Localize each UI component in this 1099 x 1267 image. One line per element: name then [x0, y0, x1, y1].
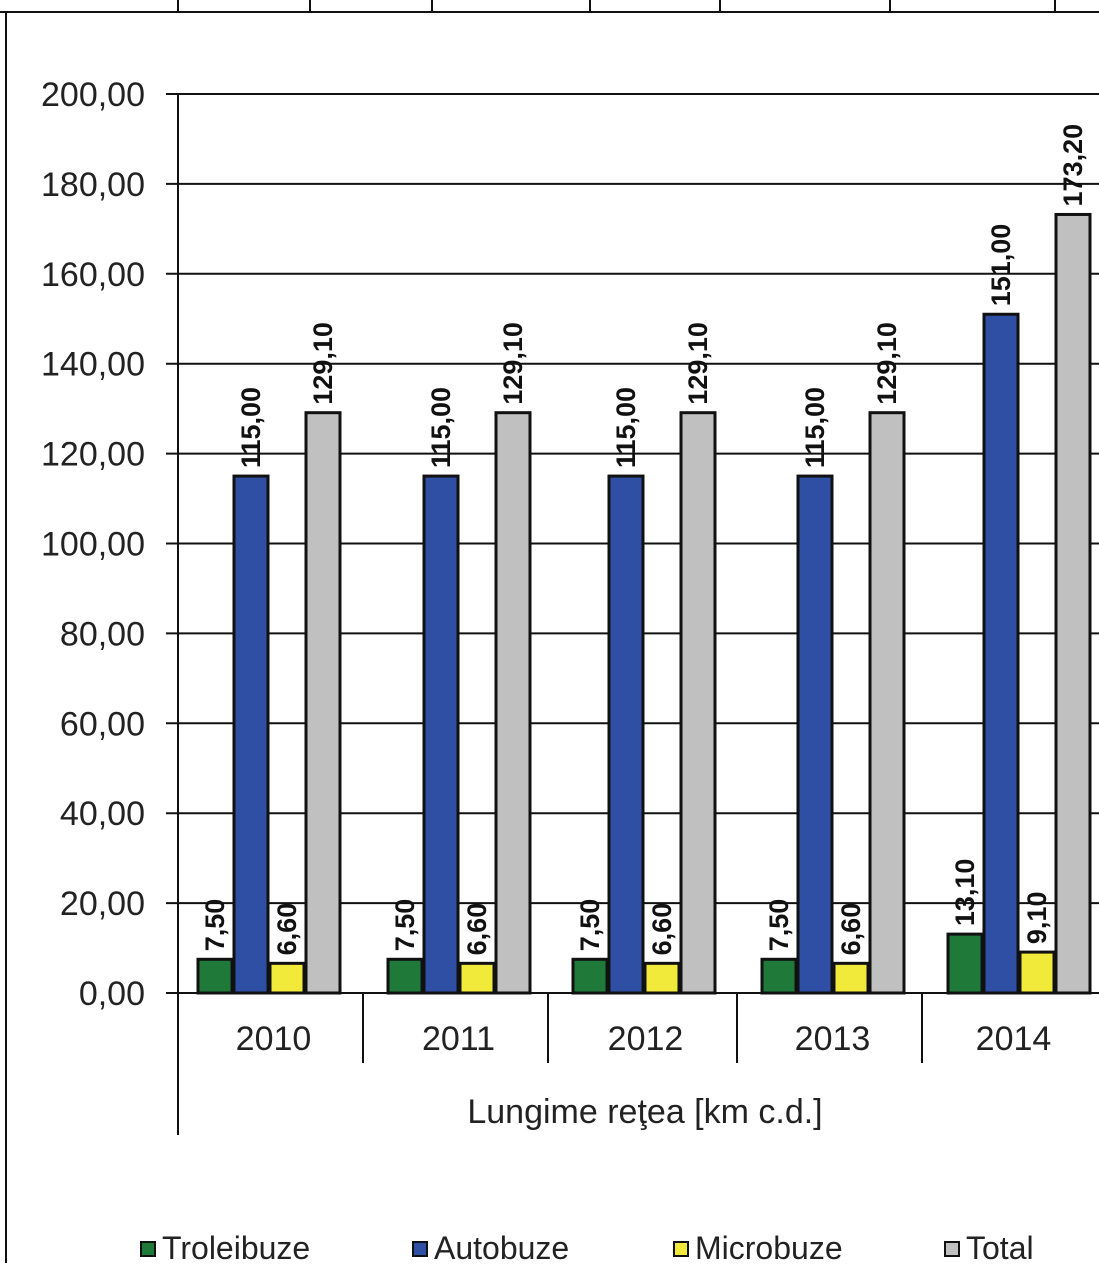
bar-autobuze-2012: [607, 474, 645, 995]
bars: [196, 212, 1092, 995]
x-tick-label: 2011: [422, 1020, 495, 1058]
data-label: 129,10: [498, 322, 528, 405]
legend-swatch: [673, 1240, 689, 1257]
legend-label: Autobuze: [434, 1230, 570, 1266]
bar-troleibuze-2014: [946, 932, 984, 995]
y-tick-label: 140,00: [41, 346, 145, 384]
bar-troleibuze-2011: [386, 957, 424, 995]
data-label: 9,10: [1022, 892, 1052, 945]
bar-total-2010: [304, 411, 342, 995]
bar-troleibuze-2013: [760, 957, 798, 995]
y-tick-label: 80,00: [60, 615, 145, 653]
bar-total-2011: [494, 411, 532, 995]
legend-swatch: [944, 1240, 960, 1257]
bar-microbuze-2011: [458, 961, 496, 995]
bar-microbuze-2010: [268, 961, 306, 995]
data-label: 151,00: [986, 224, 1016, 307]
bar-troleibuze-2012: [571, 957, 609, 995]
data-label: 7,50: [764, 899, 794, 952]
data-label: 115,00: [426, 387, 456, 468]
y-tick-label: 20,00: [60, 885, 145, 923]
data-label: 6,60: [647, 903, 677, 956]
legend-swatch: [140, 1240, 156, 1257]
y-axis: 0,00 20,00 40,00 60,00 80,00 100,00 120,00 140,…: [41, 76, 179, 1135]
bar-total-2013: [868, 411, 906, 995]
data-label: 7,50: [200, 899, 230, 952]
data-label: 7,50: [390, 899, 420, 952]
legend-label: Troleibuze: [162, 1230, 311, 1266]
bar-microbuze-2013: [832, 961, 870, 995]
y-tick-label: 60,00: [60, 705, 145, 743]
data-label: 7,50: [575, 899, 605, 952]
legend: Troleibuze Autobuze Microbuze Total: [0, 1226, 1099, 1266]
y-tick-label: 40,00: [60, 795, 145, 833]
legend-item-autobuze: Autobuze: [412, 1230, 569, 1267]
bar-autobuze-2013: [796, 474, 834, 995]
data-label: 6,60: [272, 903, 302, 956]
data-label: 115,00: [236, 387, 266, 468]
y-tick-label: 180,00: [41, 166, 145, 204]
legend-label: Total: [966, 1230, 1034, 1266]
legend-item-troleibuze: Troleibuze: [140, 1230, 310, 1267]
x-tick-label: 2010: [236, 1020, 312, 1058]
data-label: 129,10: [872, 322, 902, 405]
data-label: 115,00: [611, 387, 641, 468]
x-tick-label: 2013: [795, 1020, 871, 1058]
data-label: 129,10: [683, 322, 713, 405]
bar-autobuze-2010: [232, 474, 270, 995]
y-tick-label: 200,00: [41, 76, 145, 114]
x-tick-label: 2012: [608, 1020, 684, 1058]
legend-item-total: Total: [944, 1230, 1034, 1267]
y-tick-label: 100,00: [41, 526, 145, 564]
y-tick-label: 0,00: [79, 975, 145, 1013]
bar-microbuze-2012: [643, 961, 681, 995]
x-tick-label: 2014: [976, 1020, 1052, 1058]
bar-troleibuze-2010: [196, 957, 234, 995]
bar-autobuze-2011: [422, 474, 460, 995]
x-axis: 2010 2011 2012 2013 2014: [236, 993, 1052, 1063]
bar-autobuze-2014: [982, 312, 1020, 995]
y-tick-label: 160,00: [41, 256, 145, 294]
data-label: 6,60: [462, 903, 492, 956]
data-label: 129,10: [308, 322, 338, 405]
bar-microbuze-2014: [1018, 950, 1056, 995]
bar-total-2014: [1054, 212, 1092, 995]
data-label: 6,60: [836, 903, 866, 956]
data-label: 115,00: [800, 387, 830, 468]
legend-item-microbuze: Microbuze: [673, 1230, 843, 1267]
data-labels: 7,50 115,00 6,60 129,10 7,50 115,00 6,60 129,10…: [200, 124, 1088, 955]
bar-total-2012: [679, 411, 717, 995]
x-axis-group-label: Lungime reţea [km c.d.]: [467, 1093, 822, 1131]
legend-swatch: [412, 1240, 428, 1257]
y-tick-label: 120,00: [41, 436, 145, 474]
data-label: 13,10: [950, 859, 980, 927]
data-label: 173,20: [1058, 124, 1088, 207]
legend-label: Microbuze: [695, 1230, 843, 1266]
